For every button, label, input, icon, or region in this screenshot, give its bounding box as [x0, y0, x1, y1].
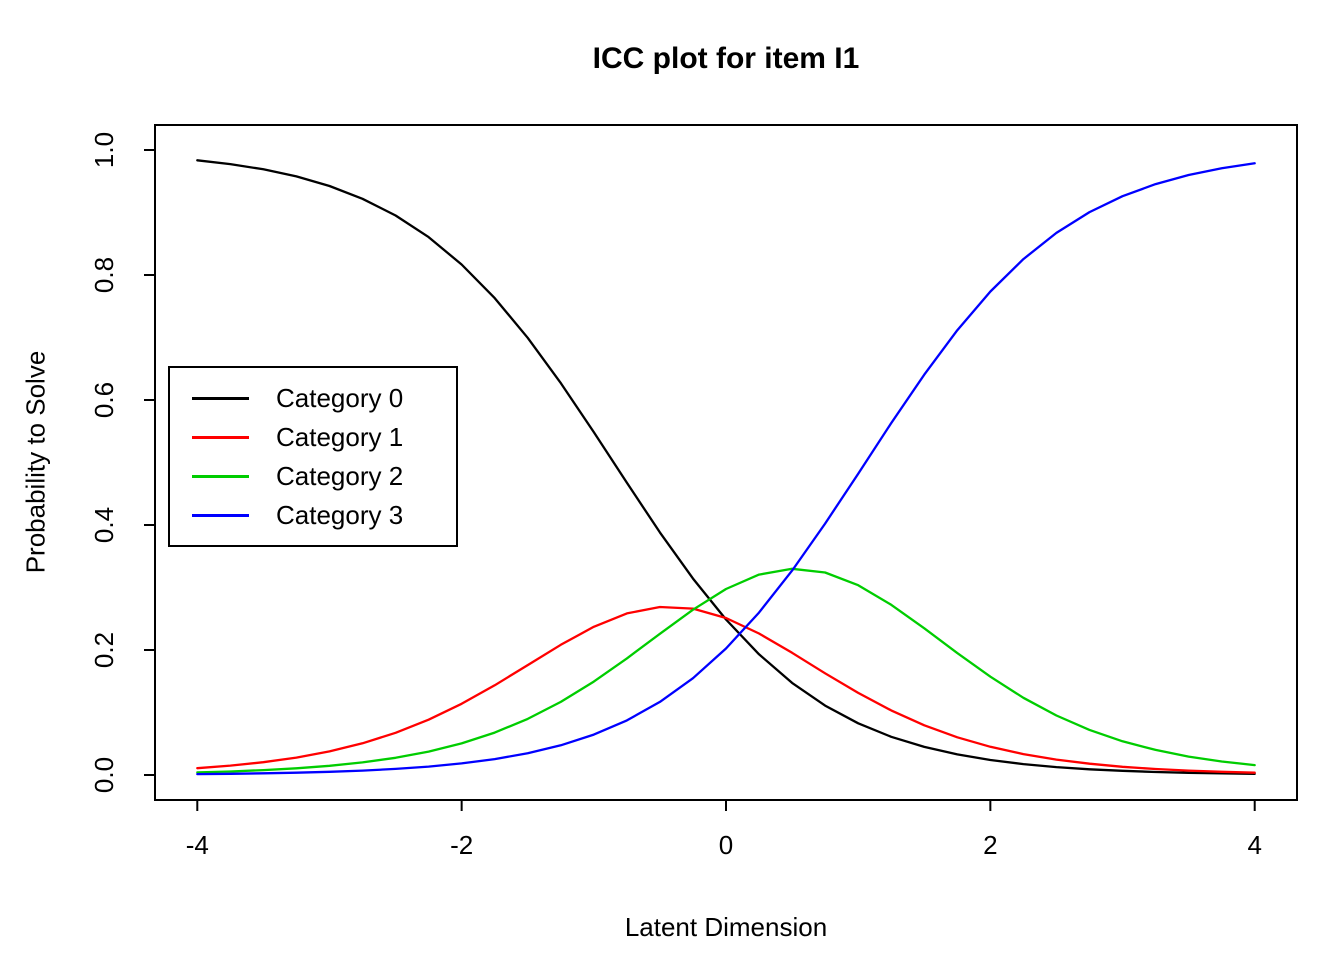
- legend-label: Category 1: [276, 421, 404, 452]
- y-tick-label: 0.4: [89, 507, 119, 543]
- series-line-category-3: [196, 162, 1256, 776]
- legend-item-0: Category 0: [192, 379, 456, 418]
- plot-title: ICC plot for item I1: [592, 42, 860, 75]
- x-axis-label: Latent Dimension: [624, 912, 828, 942]
- x-tick-label: -4: [186, 830, 209, 860]
- x-tick-label: -2: [450, 830, 473, 860]
- y-axis-label: Probability to Solve: [20, 350, 51, 574]
- legend-label: Category 3: [276, 499, 404, 530]
- legend-item-1: Category 1: [192, 418, 456, 457]
- series-line-category-1: [196, 605, 1256, 774]
- y-tick-label: 1.0: [89, 132, 119, 168]
- legend-item-3: Category 3: [192, 496, 456, 535]
- series-line-category-2: [196, 567, 1256, 774]
- y-tick-label: 0.8: [89, 257, 119, 293]
- legend-line-swatch: [192, 396, 249, 400]
- legend: Category 0 Category 1 Category 2 Category 3: [168, 366, 458, 547]
- legend-line-swatch: [192, 474, 249, 478]
- x-tick-label: 2: [983, 830, 997, 860]
- y-tick-label: 0.2: [89, 632, 119, 668]
- legend-label: Category 2: [276, 460, 404, 491]
- x-tick-label: 4: [1247, 830, 1261, 860]
- legend-label: Category 0: [276, 382, 404, 413]
- legend-line-swatch: [192, 435, 249, 439]
- y-tick-label: 0.6: [89, 382, 119, 418]
- legend-item-2: Category 2: [192, 457, 456, 496]
- y-tick-label: 0.0: [89, 757, 119, 793]
- series-line-category-0: [196, 159, 1256, 776]
- x-tick-label: 0: [719, 830, 733, 860]
- legend-line-swatch: [192, 513, 249, 517]
